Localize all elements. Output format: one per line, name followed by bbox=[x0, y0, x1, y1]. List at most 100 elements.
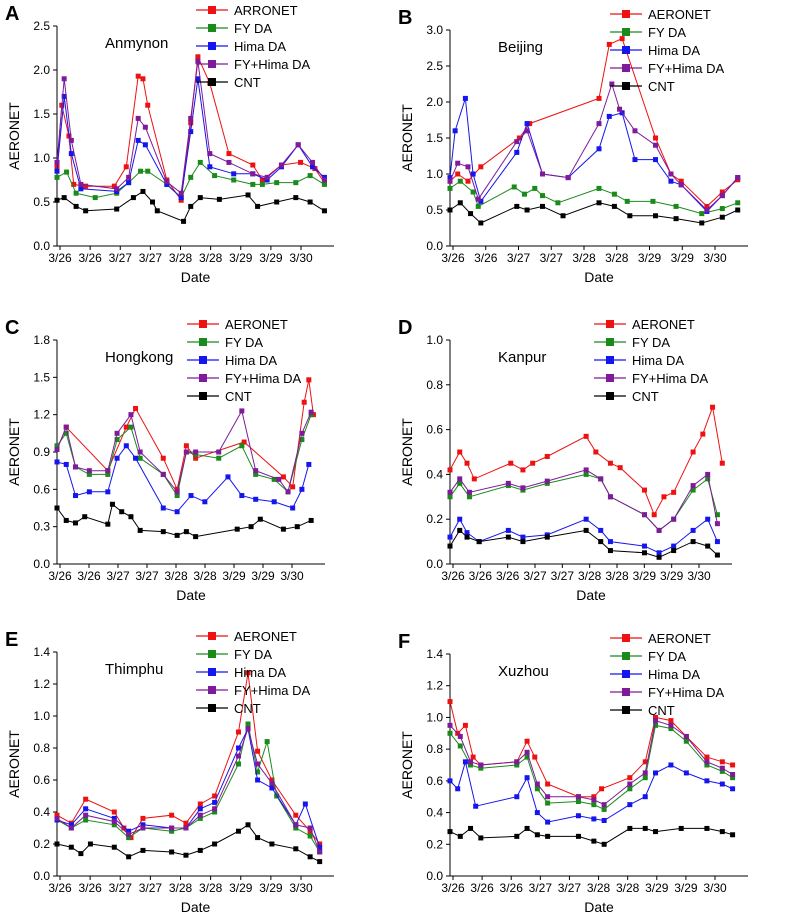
data-point bbox=[704, 759, 710, 765]
data-point bbox=[248, 524, 254, 530]
data-point bbox=[295, 142, 301, 148]
data-point bbox=[317, 841, 323, 847]
data-point bbox=[188, 120, 194, 126]
data-point bbox=[83, 806, 89, 812]
legend-swatch-marker bbox=[199, 392, 207, 400]
data-point bbox=[293, 825, 299, 831]
data-point bbox=[627, 775, 633, 781]
data-point bbox=[123, 164, 129, 170]
data-point bbox=[299, 430, 305, 436]
data-point bbox=[641, 487, 647, 493]
data-point bbox=[137, 449, 143, 455]
data-point bbox=[250, 171, 256, 177]
data-point bbox=[514, 762, 520, 768]
data-point bbox=[455, 171, 461, 177]
data-point bbox=[524, 207, 530, 213]
site-title: Kanpur bbox=[498, 349, 546, 366]
x-tick-label: 3/28 bbox=[572, 251, 596, 265]
x-axis-title: Date bbox=[576, 587, 606, 603]
data-point bbox=[78, 186, 84, 192]
series-line-0 bbox=[56, 672, 321, 845]
data-point bbox=[86, 471, 92, 477]
data-point bbox=[280, 474, 286, 480]
data-point bbox=[257, 516, 263, 522]
data-point bbox=[114, 430, 120, 436]
data-point bbox=[524, 749, 530, 755]
y-tick-label: 1.0 bbox=[426, 710, 443, 724]
data-point bbox=[539, 193, 545, 199]
x-tick-label: 3/28 bbox=[616, 881, 640, 895]
data-point bbox=[54, 174, 60, 180]
data-point bbox=[299, 486, 305, 492]
data-point bbox=[653, 714, 659, 720]
legend-label: AERONET bbox=[225, 317, 288, 332]
data-point bbox=[505, 534, 511, 540]
data-point bbox=[183, 529, 189, 535]
data-point bbox=[462, 722, 468, 728]
data-point bbox=[308, 409, 314, 415]
data-point bbox=[169, 812, 175, 818]
data-point bbox=[641, 543, 647, 549]
data-point bbox=[583, 471, 589, 477]
legend-label: FY+Hima DA bbox=[648, 61, 725, 76]
legend-label: Hima DA bbox=[648, 667, 700, 682]
data-point bbox=[253, 468, 259, 474]
data-point bbox=[617, 106, 623, 112]
data-point bbox=[606, 113, 612, 119]
data-point bbox=[140, 76, 146, 82]
data-point bbox=[317, 849, 323, 855]
data-point bbox=[307, 828, 313, 834]
x-tick-label: 3/27 bbox=[139, 881, 163, 895]
y-tick-label: 1.5 bbox=[33, 107, 50, 121]
site-title: Hongkong bbox=[105, 349, 173, 366]
y-tick-label: 0.8 bbox=[426, 742, 443, 756]
data-point bbox=[545, 800, 551, 806]
data-point bbox=[704, 778, 710, 784]
data-point bbox=[641, 512, 647, 518]
y-tick-label: 0.0 bbox=[426, 869, 443, 883]
data-point bbox=[627, 825, 633, 831]
legend-label: Hima DA bbox=[234, 39, 286, 54]
data-point bbox=[121, 825, 127, 831]
y-tick-label: 1.2 bbox=[33, 408, 50, 422]
data-point bbox=[668, 178, 674, 184]
data-point bbox=[133, 405, 139, 411]
y-tick-label: 0.8 bbox=[33, 741, 50, 755]
data-point bbox=[264, 177, 270, 183]
data-point bbox=[583, 516, 589, 522]
data-point bbox=[514, 203, 520, 209]
data-point bbox=[705, 516, 711, 522]
data-point bbox=[126, 831, 132, 837]
legend-swatch-marker bbox=[199, 320, 207, 328]
data-point bbox=[293, 812, 299, 818]
data-point bbox=[142, 142, 148, 148]
data-point bbox=[601, 841, 607, 847]
y-tick-label: 1.0 bbox=[33, 709, 50, 723]
data-point bbox=[464, 460, 470, 466]
series-line-0 bbox=[56, 379, 314, 491]
legend-swatch-marker bbox=[208, 668, 216, 676]
legend-label: FY+Hima DA bbox=[234, 57, 311, 72]
data-point bbox=[719, 460, 725, 466]
data-point bbox=[534, 781, 540, 787]
data-point bbox=[719, 765, 725, 771]
legend-swatch-marker bbox=[606, 374, 614, 382]
data-point bbox=[140, 825, 146, 831]
data-point bbox=[197, 806, 203, 812]
data-point bbox=[105, 471, 111, 477]
data-point bbox=[73, 190, 79, 196]
y-axis-title: AERONET bbox=[399, 418, 415, 486]
data-point bbox=[699, 220, 705, 226]
x-tick-label: 3/27 bbox=[558, 881, 582, 895]
data-point bbox=[83, 817, 89, 823]
y-tick-label: 0.2 bbox=[426, 837, 443, 851]
data-point bbox=[671, 543, 677, 549]
legend-label: CNT bbox=[225, 389, 252, 404]
data-point bbox=[520, 534, 526, 540]
data-point bbox=[197, 801, 203, 807]
data-point bbox=[145, 102, 151, 108]
data-point bbox=[583, 527, 589, 533]
data-point bbox=[111, 809, 117, 815]
data-point bbox=[678, 182, 684, 188]
data-point bbox=[534, 810, 540, 816]
